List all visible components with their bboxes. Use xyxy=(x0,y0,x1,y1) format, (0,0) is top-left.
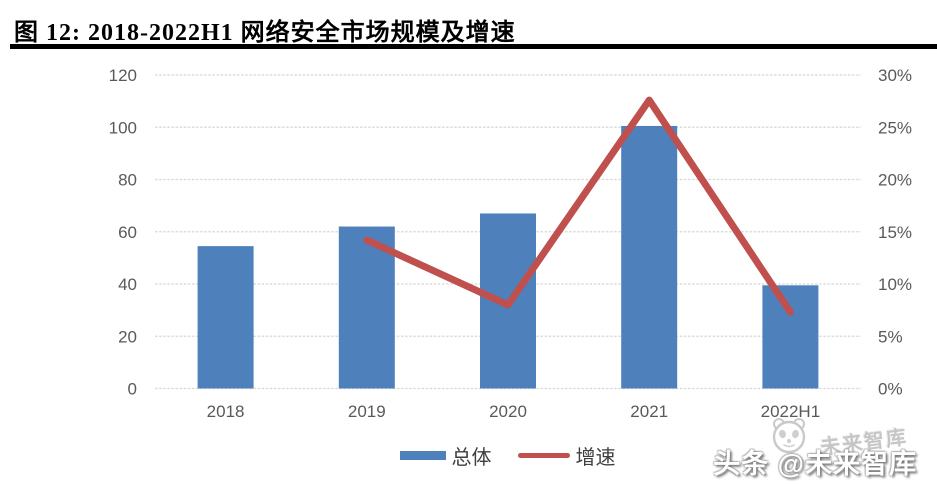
bar-series-swatch xyxy=(399,451,446,460)
toutiao-panda-logo-icon xyxy=(769,416,809,459)
y-axis-tick-right: 0% xyxy=(878,380,903,399)
y-axis-tick-right: 15% xyxy=(878,223,912,242)
bar-2019 xyxy=(338,226,395,389)
y-axis-tick-right: 5% xyxy=(878,327,903,346)
bar-2018 xyxy=(197,246,254,389)
watermark-main-text: 头条 @未来智库 xyxy=(713,449,917,479)
y-axis-tick-left: 0 xyxy=(128,380,137,399)
legend-item-growth: 增速 xyxy=(517,441,616,470)
y-axis-tick-right: 25% xyxy=(878,118,912,137)
bar-2022H1 xyxy=(762,285,819,389)
x-axis-label-2018: 2018 xyxy=(207,402,245,421)
y-axis-tick-right: 20% xyxy=(878,171,912,190)
legend-label-total: 总体 xyxy=(451,447,492,469)
y-axis-tick-right: 10% xyxy=(878,275,912,294)
y-axis-tick-left: 80 xyxy=(118,171,137,190)
y-axis-tick-left: 100 xyxy=(109,118,137,137)
x-axis-label-2021: 2021 xyxy=(630,402,668,421)
bar-2021 xyxy=(621,125,678,389)
title-underline xyxy=(10,44,937,49)
x-axis-label-2020: 2020 xyxy=(489,402,527,421)
line-series-swatch xyxy=(517,453,570,458)
legend-label-growth: 增速 xyxy=(575,447,616,469)
growth-line xyxy=(363,96,794,316)
y-axis-tick-left: 20 xyxy=(118,327,137,346)
x-axis-label-2022H1: 2022H1 xyxy=(761,402,821,421)
y-axis-tick-left: 120 xyxy=(109,66,137,85)
x-axis-label-2019: 2019 xyxy=(348,402,386,421)
chart-legend: 总体 增速 xyxy=(157,441,858,470)
y-axis-tick-left: 60 xyxy=(118,223,137,242)
legend-item-total: 总体 xyxy=(399,441,492,470)
y-axis-tick-right: 30% xyxy=(878,66,912,85)
y-axis-tick-left: 40 xyxy=(118,275,137,294)
figure-title: 图 12: 2018-2022H1 网络安全市场规模及增速 xyxy=(14,20,516,46)
